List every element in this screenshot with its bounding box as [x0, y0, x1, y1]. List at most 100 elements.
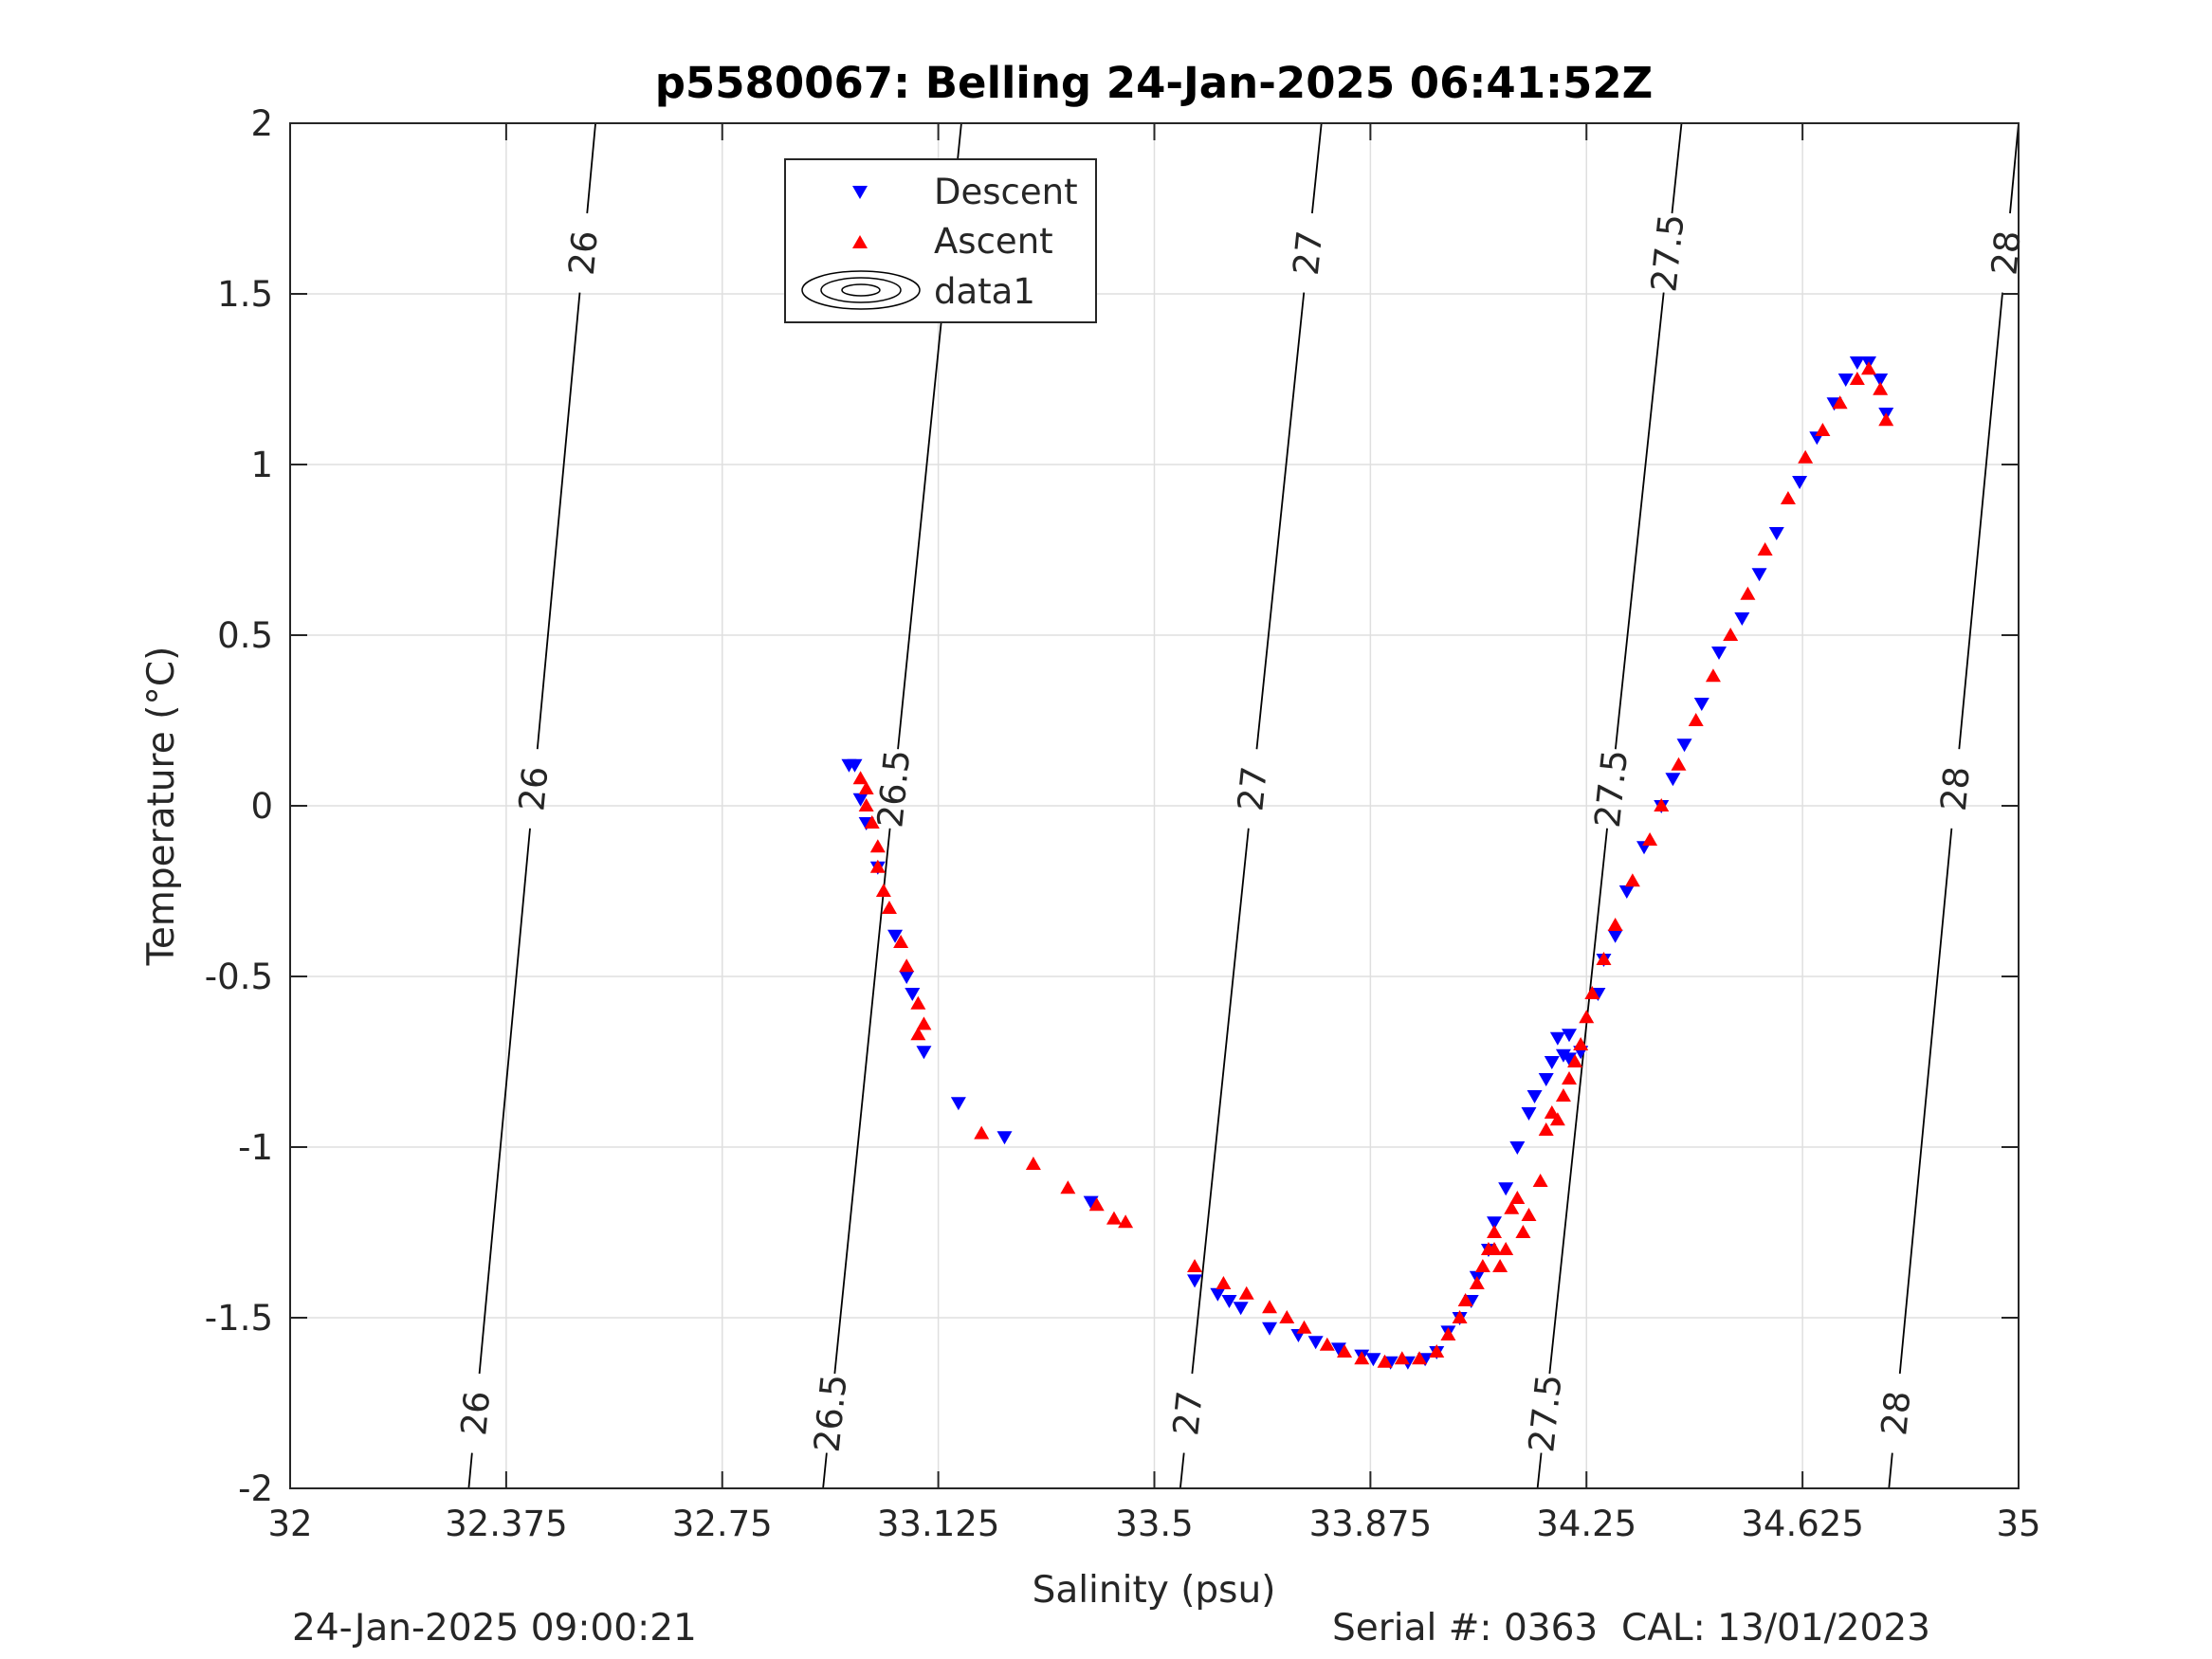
y-tick-label: 2 [250, 103, 273, 144]
isopycnal-line [1255, 292, 1306, 750]
descent-point [1210, 1287, 1226, 1302]
ascent-point [1262, 1300, 1278, 1314]
descent-point [1487, 1216, 1503, 1231]
footer-timestamp: 24-Jan-2025 09:00:21 [292, 1607, 697, 1650]
descent-point [1873, 374, 1889, 387]
ascent-point [910, 1027, 926, 1041]
isopycnal-line [1888, 1452, 1893, 1489]
isopycnal-label: 26 [453, 1389, 498, 1437]
legend-descent-label: Descent [934, 172, 1078, 212]
descent-point [1549, 1031, 1565, 1046]
ascent-point [1532, 1174, 1548, 1187]
isopycnal-line [1671, 122, 1683, 214]
ascent-point [1798, 449, 1814, 464]
ascent-point [1740, 586, 1756, 600]
y-tick-label: -1.5 [205, 1298, 273, 1339]
descent-point [899, 971, 915, 984]
ascent-point [1555, 1088, 1571, 1102]
descent-point [1618, 885, 1635, 899]
ascent-point [1060, 1180, 1076, 1194]
x-tick-label: 32.75 [672, 1504, 773, 1544]
isopycnal-line [478, 828, 531, 1375]
descent-point [1330, 1342, 1346, 1357]
ascent-point [1521, 1208, 1537, 1221]
isopycnal-label: 27 [1230, 764, 1275, 812]
isopycnal-line [586, 122, 596, 214]
isopycnal-line [833, 828, 891, 1375]
chart-title: p5580067: Belling 24-Jan-2025 06:41:52Z [655, 58, 1654, 108]
ascent-point [1394, 1351, 1410, 1365]
descent-point [1562, 1029, 1578, 1043]
ascent-point [1498, 1242, 1514, 1255]
descent-point [1768, 527, 1784, 540]
y-tick-label: -0.5 [205, 957, 273, 997]
ascent-point [1319, 1337, 1335, 1351]
ascent-point [869, 859, 886, 873]
y-tick-label: -2 [238, 1468, 273, 1509]
descent-point [847, 758, 863, 773]
ascent-point [1861, 361, 1877, 375]
legend-data1-label: data1 [934, 271, 1035, 312]
ascent-point [1688, 713, 1704, 726]
ascent-point [1642, 832, 1658, 846]
descent-point [1262, 1322, 1278, 1336]
ascent-point [881, 901, 897, 914]
isopycnal-label: 26 [561, 228, 606, 277]
y-axis-label: Temperature (°C) [140, 647, 183, 967]
descent-point [1538, 1073, 1554, 1086]
x-tick-label: 33.5 [1115, 1504, 1193, 1544]
ascent-point [1452, 1310, 1468, 1323]
legend-box [784, 158, 1097, 323]
y-tick-label: 1 [250, 445, 273, 485]
legend-descent-marker [852, 186, 868, 199]
ascent-point [1562, 1071, 1578, 1085]
ascent-point [869, 839, 886, 853]
x-tick-label: 35 [1996, 1504, 2040, 1544]
isopycnal-line [822, 1452, 828, 1489]
legend-ascent-label: Ascent [934, 221, 1053, 262]
ascent-point [916, 1016, 932, 1030]
descent-point [950, 1097, 966, 1111]
isopycnal-line [1536, 1452, 1543, 1489]
ascent-point [1873, 381, 1889, 395]
descent-point [916, 1046, 932, 1060]
descent-point [1837, 374, 1854, 387]
ascent-point [1469, 1276, 1485, 1289]
ascent-point [1487, 1225, 1503, 1238]
descent-point [905, 988, 921, 1001]
legend-ascent-marker [852, 235, 868, 248]
ascent-point [1504, 1200, 1520, 1214]
ascent-point [1832, 395, 1848, 410]
x-tick-label: 34.25 [1536, 1504, 1636, 1544]
isopycnal-line [1958, 292, 2003, 750]
descent-point [1607, 929, 1623, 943]
ascent-point [1509, 1191, 1526, 1204]
isopycnal-line [1614, 292, 1665, 750]
ascent-point [1878, 412, 1894, 427]
descent-point [1751, 568, 1767, 582]
ascent-point [1118, 1214, 1134, 1229]
ascent-point [910, 995, 926, 1010]
isopycnal-label: 27 [1165, 1389, 1211, 1437]
ascent-point [1573, 1037, 1589, 1050]
descent-point [1676, 738, 1692, 753]
y-tick-label: 1.5 [217, 274, 273, 315]
footer-serial-cal: Serial #: 0363 CAL: 13/01/2023 [1332, 1607, 1930, 1650]
ascent-point [875, 884, 891, 897]
ascent-point [1429, 1344, 1445, 1358]
x-tick-label: 32.375 [445, 1504, 567, 1544]
ascent-point [852, 771, 868, 785]
isopycnal-contours: 26262626.526.526.527272727.527.527.52828… [453, 122, 2029, 1489]
ascent-point [1579, 1010, 1595, 1024]
ascent-point [1607, 918, 1623, 931]
descent-point [996, 1131, 1013, 1145]
descent-point [1187, 1274, 1203, 1288]
isopycnal-line [467, 1452, 473, 1489]
ascent-point [1544, 1105, 1560, 1119]
descent-point [852, 793, 868, 807]
ascent-point [1440, 1327, 1456, 1340]
ascent-point [1815, 423, 1831, 436]
isopycnal-line [1191, 828, 1250, 1375]
ascent-point [1474, 1259, 1490, 1272]
